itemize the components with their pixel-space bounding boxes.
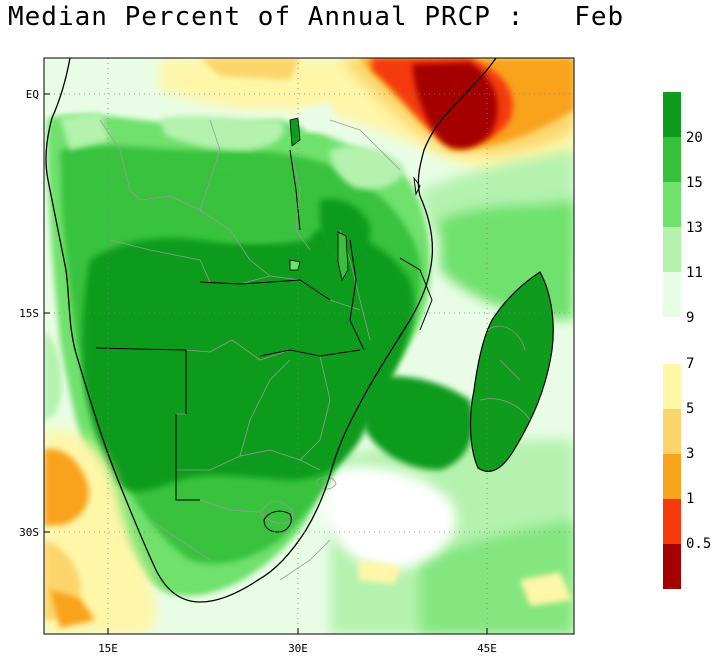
color-legend: 20 15 13 11 9 7 5 3 1 0.5 — [660, 92, 722, 592]
legend-label-upper-3: 11 — [686, 265, 703, 281]
legend-swatch-upper-0 — [663, 92, 681, 137]
map-title: Median Percent of Annual PRCP : Feb — [8, 2, 625, 32]
major-borders — [95, 149, 433, 533]
legend-label-lower-1: 5 — [686, 401, 695, 417]
legend-swatch-lower-0 — [663, 364, 681, 409]
y-tick-label-30s: 30S — [19, 526, 39, 539]
legend-swatch-upper-4 — [663, 272, 681, 317]
x-tick-label-45e: 45E — [477, 642, 497, 655]
legend-label-upper-4: 9 — [686, 310, 695, 326]
axis-ticks — [44, 93, 488, 634]
legend-swatch-lower-2 — [663, 454, 681, 499]
y-tick-label-eq: EQ — [26, 88, 39, 101]
legend-swatch-upper-1 — [663, 137, 681, 182]
y-tick-label-15s: 15S — [19, 307, 39, 320]
legend-label-upper-0: 20 — [686, 130, 703, 146]
legend-label-upper-2: 13 — [686, 220, 703, 236]
legend-label-lower-4: 0.5 — [686, 536, 712, 552]
legend-label-lower-2: 3 — [686, 446, 695, 462]
legend-label-upper-1: 15 — [686, 175, 703, 191]
legend-swatch-upper-2 — [663, 182, 681, 227]
x-tick-label-15e: 15E — [98, 642, 118, 655]
legend-label-lower-0: 7 — [686, 356, 695, 372]
graticule — [44, 58, 574, 634]
legend-swatch-lower-4 — [663, 544, 681, 589]
legend-label-lower-3: 1 — [686, 491, 695, 507]
legend-swatch-lower-1 — [663, 409, 681, 454]
legend-swatch-upper-3 — [663, 227, 681, 272]
legend-swatch-lower-3 — [663, 499, 681, 544]
map-field — [44, 58, 574, 634]
x-tick-label-30e: 30E — [288, 642, 308, 655]
